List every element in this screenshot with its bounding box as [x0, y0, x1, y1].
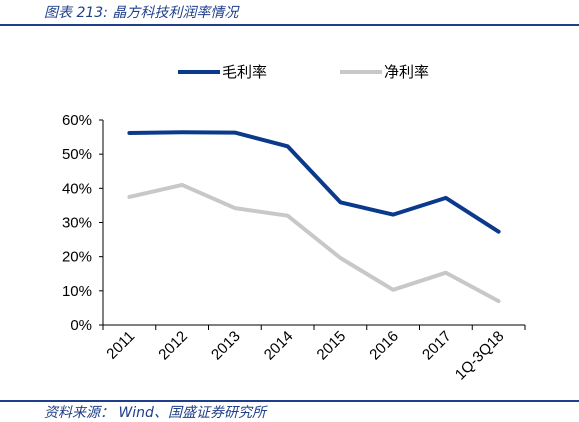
y-tick-label: 60% [62, 112, 92, 129]
y-tick-label: 10% [62, 283, 92, 300]
x-tick-label: 2014 [261, 328, 297, 364]
x-tick-label: 2011 [103, 328, 138, 363]
x-tick-label: 2016 [366, 328, 402, 364]
net-margin-point [286, 214, 290, 218]
net-margin-point [233, 206, 237, 210]
net-margin-point [180, 183, 184, 187]
net-margin-point [497, 299, 501, 303]
x-tick-label: 2015 [314, 328, 350, 364]
net-margin-line [127, 182, 501, 304]
gross-margin-point [497, 230, 501, 234]
figure-title: 图表 213: 晶方科技利润率情况 [44, 5, 239, 21]
gross-margin-point [338, 200, 342, 204]
x-tick-label: 2017 [419, 328, 455, 364]
net-margin-point [127, 195, 131, 199]
x-tick-label: 1Q-3Q18 [452, 328, 508, 384]
net-margin-point [444, 271, 448, 275]
x-tick-label: 2013 [208, 328, 244, 364]
x-tick-label: 2012 [155, 328, 191, 364]
source-note: 资料来源： Wind、国盛证券研究所 [44, 405, 266, 421]
footer-rule [0, 400, 579, 402]
net-margin-point [391, 288, 395, 292]
y-tick-label: 30% [62, 215, 92, 232]
header-rule [0, 24, 579, 26]
gross-margin-point [444, 196, 448, 200]
y-tick-label: 20% [62, 249, 92, 266]
gross-margin-point [180, 130, 184, 134]
net-margin-point [338, 256, 342, 260]
y-tick-label: 50% [62, 146, 92, 163]
gross-margin-point [286, 144, 290, 148]
legend-gross-margin-label: 毛利率 [222, 63, 267, 81]
gross-margin-point [127, 131, 131, 135]
legend-net-margin-label: 净利率 [384, 63, 429, 81]
gross-margin-line [127, 130, 501, 234]
y-tick-label: 40% [62, 180, 92, 197]
gross-margin-point [233, 131, 237, 135]
gross-margin-point [391, 213, 395, 217]
y-tick-label: 0% [70, 317, 92, 334]
